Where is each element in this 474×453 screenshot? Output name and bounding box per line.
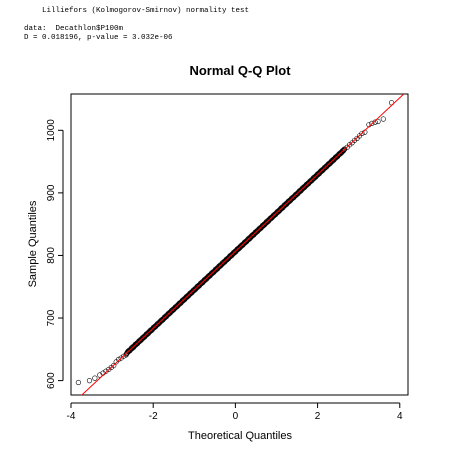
data-points bbox=[75, 100, 395, 386]
y-axis: 600 700 800 900 1000 bbox=[46, 119, 64, 389]
data-point bbox=[111, 362, 117, 369]
result-line: D = 0.018196, p-value = 3.032e-06 bbox=[24, 34, 173, 42]
chart-title: Normal Q-Q Plot bbox=[189, 63, 291, 78]
y-tick-label: 800 bbox=[46, 247, 57, 264]
data-point bbox=[341, 147, 347, 153]
x-tick-label: 4 bbox=[397, 411, 403, 422]
x-axis-label: Theoretical Quantiles bbox=[188, 430, 292, 442]
x-axis: -4 -2 0 2 4 bbox=[67, 402, 403, 422]
x-tick-label: -2 bbox=[149, 411, 158, 422]
data-point bbox=[372, 119, 378, 125]
x-tick-label: -4 bbox=[67, 411, 76, 422]
data-point bbox=[75, 379, 81, 386]
data-point bbox=[121, 353, 127, 359]
y-tick-label: 600 bbox=[46, 372, 57, 389]
test-title: Lilliefors (Kolmogorov-Smirnov) normalit… bbox=[42, 7, 250, 15]
x-tick-label: 0 bbox=[233, 411, 239, 422]
data-point bbox=[369, 120, 375, 127]
data-point bbox=[359, 130, 365, 137]
x-tick-label: 2 bbox=[315, 411, 321, 422]
data-point bbox=[103, 368, 109, 374]
data-point bbox=[123, 352, 129, 358]
data-point bbox=[380, 116, 386, 122]
data-line: data: Decathlon$P100m bbox=[24, 25, 124, 33]
data-point bbox=[116, 356, 122, 362]
reference-line bbox=[81, 94, 405, 395]
y-tick-label: 700 bbox=[46, 309, 57, 326]
y-tick-label: 1000 bbox=[46, 119, 57, 142]
data-point bbox=[86, 378, 93, 384]
y-tick-label: 900 bbox=[46, 184, 57, 201]
data-point bbox=[92, 375, 98, 381]
plot-frame bbox=[70, 93, 409, 396]
data-point bbox=[375, 118, 381, 125]
y-axis-label: Sample Quantiles bbox=[27, 200, 39, 287]
